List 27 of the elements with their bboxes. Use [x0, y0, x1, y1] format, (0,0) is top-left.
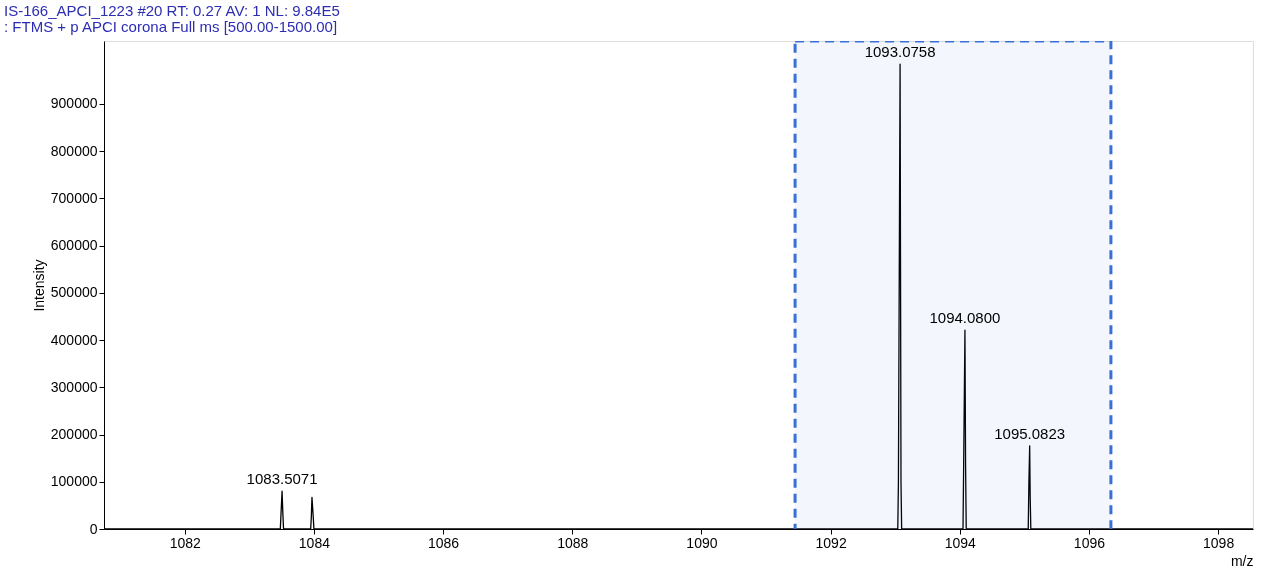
- x-tick-label: 1084: [298, 534, 331, 551]
- y-tick-label: 900000: [50, 95, 98, 112]
- annotation: 1083.5071: [246, 470, 318, 488]
- x-tick-label: 1096: [1073, 534, 1106, 551]
- y-tick-label: 500000: [50, 284, 98, 301]
- x-tick-label: 1092: [815, 534, 847, 551]
- y-tick-label: 200000: [50, 426, 98, 443]
- y-tick-label: 100000: [50, 473, 98, 490]
- y-tick-label: 300000: [50, 378, 98, 395]
- y-tick-label: 700000: [50, 189, 98, 206]
- x-tick-label: 1098: [1203, 534, 1235, 551]
- y-tick-label: 400000: [50, 331, 98, 348]
- annotation: 1094.0800: [929, 309, 1001, 327]
- y-tick-label: 800000: [50, 142, 98, 159]
- y-axis-title: Intensity: [30, 259, 47, 312]
- x-tick-label: 1088: [557, 534, 589, 551]
- chart-title: IS-166_APCI_1223 #20 RT: 0.27 AV: 1 NL: 9.84E5: [4, 2, 340, 19]
- annotation: 1095.0823: [994, 424, 1066, 442]
- y-tick-label: 600000: [50, 237, 98, 254]
- x-axis-title: m/z: [1230, 552, 1254, 569]
- x-tick-label: 1086: [428, 534, 460, 551]
- x-tick-label: 1090: [686, 534, 718, 551]
- x-tick-label: 1094: [944, 534, 977, 551]
- x-tick-label: 1082: [169, 534, 202, 551]
- annotation: 1093.0758: [864, 43, 936, 61]
- y-tick-label: 0: [89, 520, 98, 537]
- chart-subtitle: : FTMS + p APCI corona Full ms [500.00-1500.00]: [4, 18, 338, 35]
